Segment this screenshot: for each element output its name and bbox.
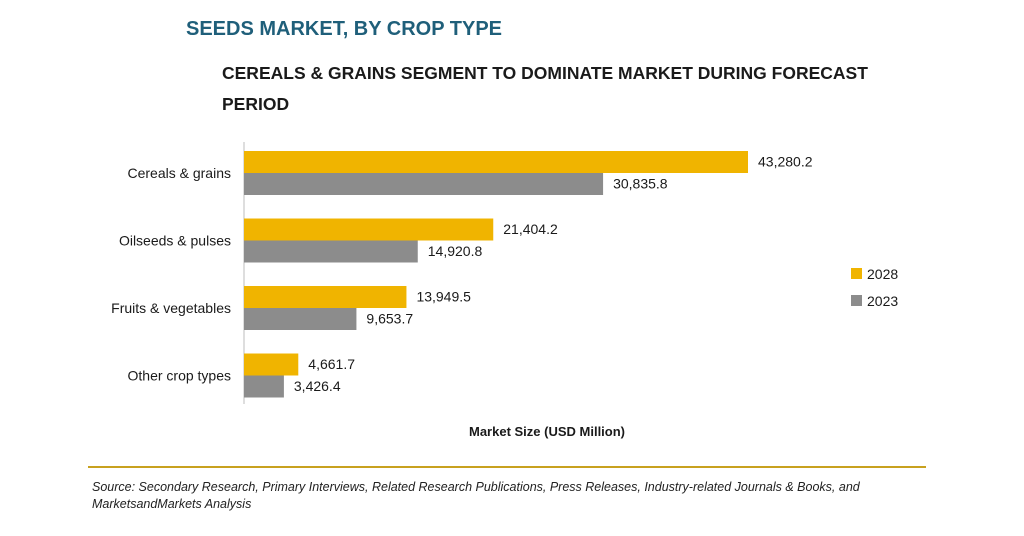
data-label: 14,920.8 [428,243,483,259]
bar-2028-0 [244,151,748,173]
bar-2028-2 [244,286,407,308]
legend-swatch-2023 [851,295,862,306]
bar-2028-1 [244,218,494,241]
x-axis-label: Market Size (USD Million) [469,424,625,439]
category-label: Oilseeds & pulses [119,233,231,249]
legend-label-2023: 2023 [867,293,898,309]
category-label: Fruits & vegetables [111,300,231,316]
category-label: Cereals & grains [128,165,232,181]
data-label: 3,426.4 [294,378,341,394]
legend-label-2028: 2028 [867,266,898,282]
data-label: 9,653.7 [366,311,413,327]
bar-2028-3 [244,353,299,376]
data-label: 30,835.8 [613,176,668,192]
chart-title: SEEDS MARKET, BY CROP TYPE [186,18,502,40]
category-label: Other crop types [128,368,232,384]
bar-chart: Market Size (USD Million) Cereals & grai… [111,142,898,439]
bar-2023-0 [244,173,604,195]
footer-divider [88,466,926,468]
bar-2023-3 [244,375,284,398]
legend-swatch-2028 [851,268,862,279]
chart-subtitle: CEREALS & GRAINS SEGMENT TO DOMINATE MAR… [222,63,868,114]
data-label: 4,661.7 [308,356,355,372]
bar-2023-1 [244,240,418,263]
data-label: 13,949.5 [416,289,471,305]
source-note: Source: Secondary Research, Primary Inte… [92,480,860,511]
data-label: 21,404.2 [503,221,558,237]
data-label: 43,280.2 [758,154,813,170]
bar-2023-2 [244,308,357,330]
